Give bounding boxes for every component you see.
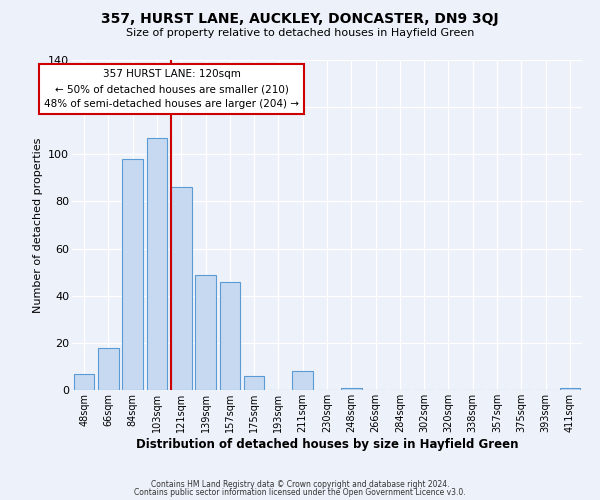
- Bar: [171, 188, 191, 390]
- Bar: [122, 159, 143, 390]
- X-axis label: Distribution of detached houses by size in Hayfield Green: Distribution of detached houses by size …: [136, 438, 518, 450]
- Text: 357, HURST LANE, AUCKLEY, DONCASTER, DN9 3QJ: 357, HURST LANE, AUCKLEY, DONCASTER, DN9…: [101, 12, 499, 26]
- Text: Contains HM Land Registry data © Crown copyright and database right 2024.: Contains HM Land Registry data © Crown c…: [151, 480, 449, 489]
- Bar: [341, 388, 362, 390]
- Bar: [244, 376, 265, 390]
- Text: 357 HURST LANE: 120sqm
← 50% of detached houses are smaller (210)
48% of semi-de: 357 HURST LANE: 120sqm ← 50% of detached…: [44, 70, 299, 109]
- Bar: [292, 371, 313, 390]
- Bar: [146, 138, 167, 390]
- Bar: [220, 282, 240, 390]
- Text: Size of property relative to detached houses in Hayfield Green: Size of property relative to detached ho…: [126, 28, 474, 38]
- Bar: [98, 348, 119, 390]
- Y-axis label: Number of detached properties: Number of detached properties: [32, 138, 43, 312]
- Bar: [74, 374, 94, 390]
- Bar: [195, 274, 216, 390]
- Bar: [560, 388, 580, 390]
- Text: Contains public sector information licensed under the Open Government Licence v3: Contains public sector information licen…: [134, 488, 466, 497]
